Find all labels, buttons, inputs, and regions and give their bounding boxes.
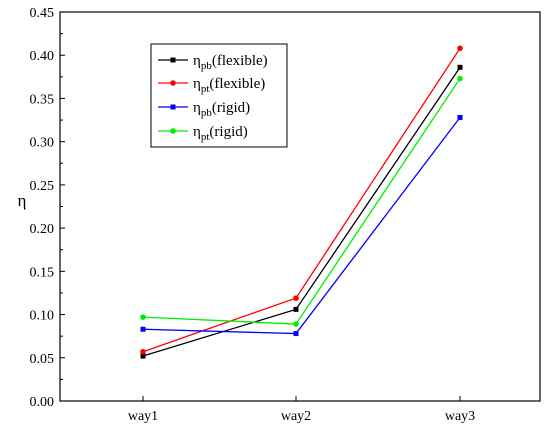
- data-point: [457, 75, 463, 82]
- y-tick-label: 0.20: [30, 222, 55, 237]
- y-tick-label: 0.40: [30, 49, 55, 64]
- legend-label: ηpt(flexible): [193, 76, 265, 95]
- series-pb-2: [140, 114, 463, 337]
- data-point: [457, 64, 463, 70]
- y-tick-label: 0.45: [30, 6, 55, 21]
- y-tick-label: 0.15: [30, 265, 55, 280]
- y-tick-label: 0.35: [30, 92, 55, 107]
- y-axis-label: η: [18, 191, 27, 210]
- data-point: [140, 353, 146, 359]
- data-point: [293, 321, 299, 327]
- series-pt-1: [140, 45, 463, 355]
- y-tick-label: 0.00: [30, 395, 55, 410]
- data-point: [293, 306, 299, 312]
- data-point: [140, 314, 146, 320]
- y-tick-label: 0.25: [30, 179, 55, 194]
- legend-label: ηpt(rigid): [193, 124, 248, 143]
- y-axis: 0.00 0.05 0.10 0.15 0.20 0.25 0.30 0.35 0.40 0.45: [30, 6, 65, 410]
- y-tick-label: 0.30: [30, 136, 55, 151]
- data-point: [293, 295, 299, 301]
- legend-item: ηpb(rigid): [158, 100, 250, 119]
- legend-item: ηpt(flexible): [158, 76, 265, 95]
- data-point: [457, 45, 463, 52]
- legend-label: ηpb(flexible): [193, 53, 268, 72]
- legend-marker: [170, 57, 176, 63]
- legend-marker: [170, 128, 176, 134]
- legend-marker: [170, 80, 176, 86]
- legend-item: ηpb(flexible): [158, 53, 268, 72]
- y-tick-label: 0.10: [30, 309, 55, 324]
- data-point: [140, 326, 146, 332]
- series-layer: [140, 45, 463, 359]
- data-point: [457, 114, 463, 120]
- x-tick-label: way2: [281, 409, 311, 424]
- series-pb-0: [140, 64, 463, 359]
- legend-label: ηpb(rigid): [193, 100, 250, 119]
- x-tick-label: way1: [128, 409, 158, 424]
- legend-item: ηpt(rigid): [158, 124, 248, 143]
- legend: ηpb(flexible) ηpt(flexible) ηpb(rigid) ηpt(…: [150, 43, 288, 148]
- legend-marker: [170, 104, 176, 110]
- x-axis: way1 way2 way3: [128, 396, 475, 424]
- plot-frame: [59, 11, 541, 402]
- x-tick-label: way3: [445, 409, 475, 424]
- series-pt-3: [140, 75, 463, 327]
- data-point: [293, 331, 299, 337]
- data-point: [140, 348, 146, 355]
- y-tick-label: 0.05: [30, 352, 55, 367]
